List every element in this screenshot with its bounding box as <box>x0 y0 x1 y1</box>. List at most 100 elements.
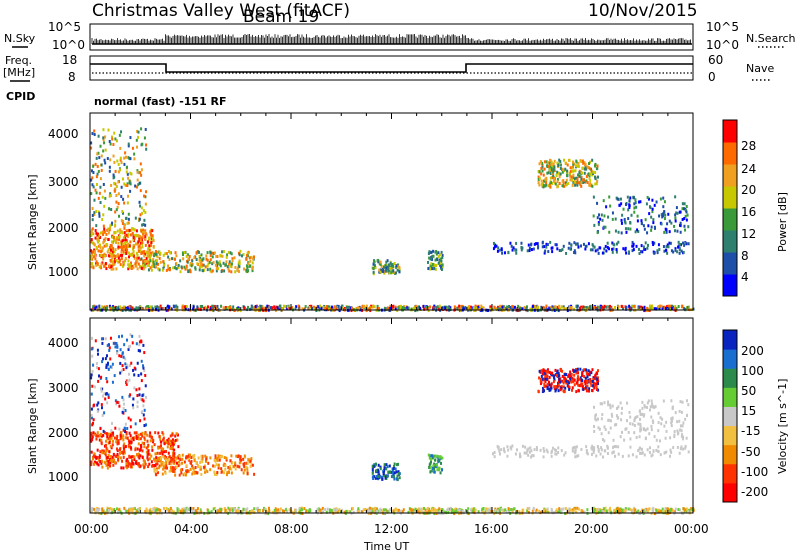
scatter-cell <box>96 434 98 437</box>
power-cbar-tick-28: 28 <box>741 139 756 153</box>
scatter-cell <box>116 306 118 309</box>
scatter-cell <box>133 373 135 376</box>
scatter-cell <box>123 403 125 406</box>
scatter-cell <box>616 242 618 245</box>
scatter-cell <box>612 251 614 254</box>
scatter-cell <box>234 462 236 465</box>
scatter-cell <box>433 471 435 474</box>
scatter-cell <box>434 458 436 461</box>
scatter-cell <box>181 458 183 461</box>
scatter-cell <box>369 307 371 310</box>
scatter-cell <box>126 364 128 367</box>
scatter-cell <box>646 231 648 234</box>
scatter-cell <box>127 243 129 246</box>
scatter-cell <box>163 264 165 267</box>
scatter-cell <box>376 475 378 478</box>
scatter-cell <box>423 305 425 308</box>
scatter-cell <box>672 250 674 253</box>
scatter-cell <box>589 305 591 308</box>
scatter-cell <box>90 265 92 268</box>
scatter-cell <box>128 218 130 221</box>
scatter-cell <box>166 269 168 272</box>
scatter-cell <box>165 450 167 453</box>
scatter-cell <box>475 508 477 511</box>
scatter-cell <box>395 467 397 470</box>
scatter-cell <box>104 254 106 257</box>
scatter-cell <box>658 243 660 246</box>
scatter-cell <box>579 307 581 310</box>
scatter-cell <box>224 264 226 267</box>
scatter-cell <box>232 509 234 512</box>
scatter-cell <box>649 507 651 510</box>
scatter-cell <box>635 206 637 209</box>
scatter-cell <box>123 245 125 248</box>
scatter-cell <box>138 250 140 253</box>
scatter-cell <box>643 306 645 309</box>
scatter-cell <box>159 438 161 441</box>
scatter-cell <box>175 466 177 469</box>
scatter-cell <box>150 254 152 257</box>
scatter-cell <box>121 219 123 222</box>
scatter-cell <box>338 305 340 308</box>
scatter-cell <box>677 508 679 511</box>
scatter-cell <box>119 451 121 454</box>
scatter-cell <box>633 305 635 308</box>
scatter-cell <box>112 381 114 384</box>
scatter-cell <box>132 369 134 372</box>
scatter-cell <box>593 196 595 199</box>
scatter-cell <box>682 218 684 221</box>
scatter-cell <box>138 387 140 390</box>
scatter-cell <box>309 306 311 309</box>
scatter-cell <box>583 179 585 182</box>
colorbar-segment <box>723 186 737 209</box>
scatter-cell <box>103 225 105 228</box>
scatter-cell <box>260 305 262 308</box>
scatter-cell <box>91 438 93 441</box>
scatter-cell <box>231 252 233 255</box>
scatter-cell <box>165 462 167 465</box>
scatter-cell <box>537 245 539 248</box>
scatter-cell <box>91 393 93 396</box>
scatter-cell <box>389 267 391 270</box>
scatter-cell <box>166 467 168 470</box>
scatter-cell <box>116 507 118 510</box>
scatter-cell <box>393 467 395 470</box>
scatter-cell <box>544 185 546 188</box>
scatter-cell <box>90 192 92 195</box>
scatter-cell <box>547 508 549 511</box>
scatter-cell <box>102 136 104 139</box>
scatter-cell <box>580 244 582 247</box>
scatter-cell <box>120 437 122 440</box>
scatter-cell <box>125 257 127 260</box>
scatter-cell <box>582 305 584 308</box>
scatter-cell <box>139 171 141 174</box>
scatter-cell <box>93 431 95 434</box>
scatter-cell <box>127 380 129 383</box>
scatter-cell <box>395 264 397 267</box>
scatter-cell <box>229 306 231 309</box>
scatter-cell <box>136 307 138 310</box>
scatter-cell <box>589 167 591 170</box>
scatter-cell <box>175 439 177 442</box>
scatter-cell <box>591 185 593 188</box>
scatter-cell <box>680 222 682 225</box>
power-ytick-1000: 1000 <box>48 265 79 279</box>
scatter-cell <box>544 160 546 163</box>
scatter-cell <box>392 472 394 475</box>
scatter-cell <box>98 305 100 308</box>
scatter-cell <box>585 368 587 371</box>
scatter-cell <box>156 508 158 511</box>
scatter-cell <box>118 192 120 195</box>
scatter-cell <box>228 471 230 474</box>
scatter-cell <box>688 242 690 245</box>
scatter-cell <box>113 132 115 135</box>
scatter-cell <box>100 512 102 515</box>
scatter-cell <box>160 444 162 447</box>
scatter-cell <box>435 258 437 261</box>
scatter-cell <box>305 305 307 308</box>
scatter-cell <box>123 343 125 346</box>
scatter-cell <box>652 221 654 224</box>
scatter-cell <box>570 248 572 251</box>
scatter-cell <box>611 248 613 251</box>
scatter-cell <box>111 222 113 225</box>
